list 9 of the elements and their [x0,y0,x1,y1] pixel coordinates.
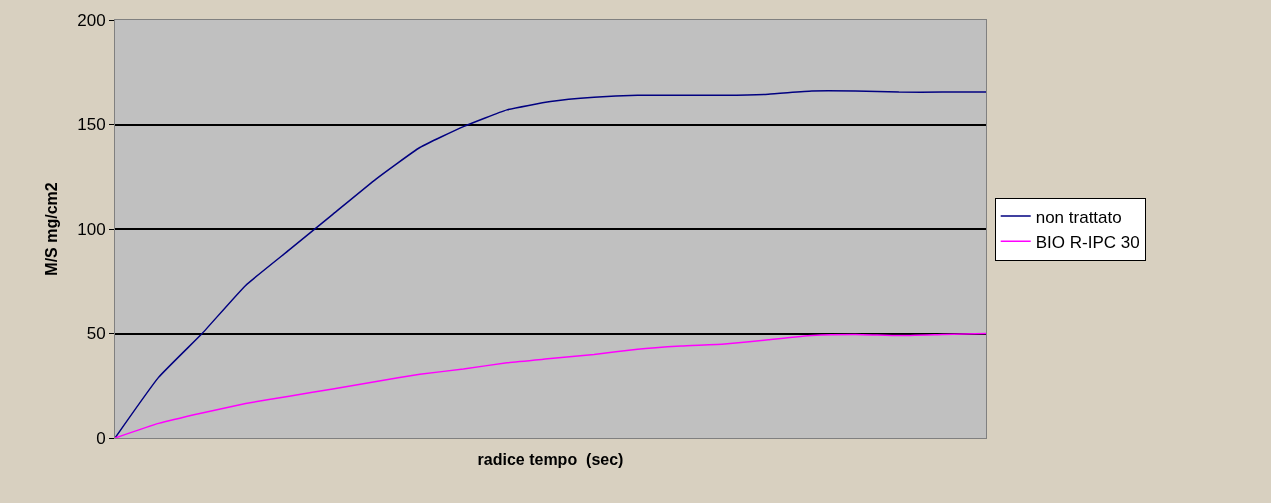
y-tick-label: 150 [77,115,106,135]
y-axis-title: M/S mg/cm2 [43,182,61,276]
legend-label: BIO R-IPC 30 [1035,232,1140,252]
x-axis-title: radice tempo (sec) [477,450,624,468]
legend-label: non trattato [1035,207,1122,227]
y-tick-label: 50 [86,324,106,344]
y-tick-label: 0 [96,428,106,448]
y-tick-label: 200 [77,10,106,30]
y-tick-label: 100 [77,219,106,239]
